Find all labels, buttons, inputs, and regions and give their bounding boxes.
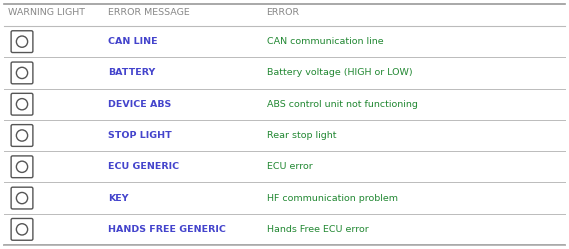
Text: WARNING LIGHT: WARNING LIGHT — [8, 8, 85, 17]
FancyBboxPatch shape — [11, 156, 33, 178]
FancyBboxPatch shape — [11, 124, 33, 146]
FancyBboxPatch shape — [11, 31, 33, 53]
FancyBboxPatch shape — [11, 218, 33, 240]
Text: ECU GENERIC: ECU GENERIC — [108, 162, 179, 171]
Text: DEVICE ABS: DEVICE ABS — [108, 100, 171, 109]
Text: Rear stop light: Rear stop light — [266, 131, 336, 140]
Text: HANDS FREE GENERIC: HANDS FREE GENERIC — [108, 225, 226, 234]
Text: CAN communication line: CAN communication line — [266, 37, 383, 46]
Text: ABS control unit not functioning: ABS control unit not functioning — [266, 100, 418, 109]
Text: HF communication problem: HF communication problem — [266, 193, 398, 203]
Text: KEY: KEY — [108, 193, 128, 203]
Text: Battery voltage (HIGH or LOW): Battery voltage (HIGH or LOW) — [266, 68, 412, 77]
Text: STOP LIGHT: STOP LIGHT — [108, 131, 171, 140]
FancyBboxPatch shape — [11, 62, 33, 84]
FancyBboxPatch shape — [11, 187, 33, 209]
Text: ERROR MESSAGE: ERROR MESSAGE — [108, 8, 189, 17]
Text: CAN LINE: CAN LINE — [108, 37, 158, 46]
Text: Hands Free ECU error: Hands Free ECU error — [266, 225, 368, 234]
FancyBboxPatch shape — [11, 93, 33, 115]
Text: BATTERY: BATTERY — [108, 68, 155, 77]
Text: ECU error: ECU error — [266, 162, 312, 171]
Text: ERROR: ERROR — [266, 8, 300, 17]
